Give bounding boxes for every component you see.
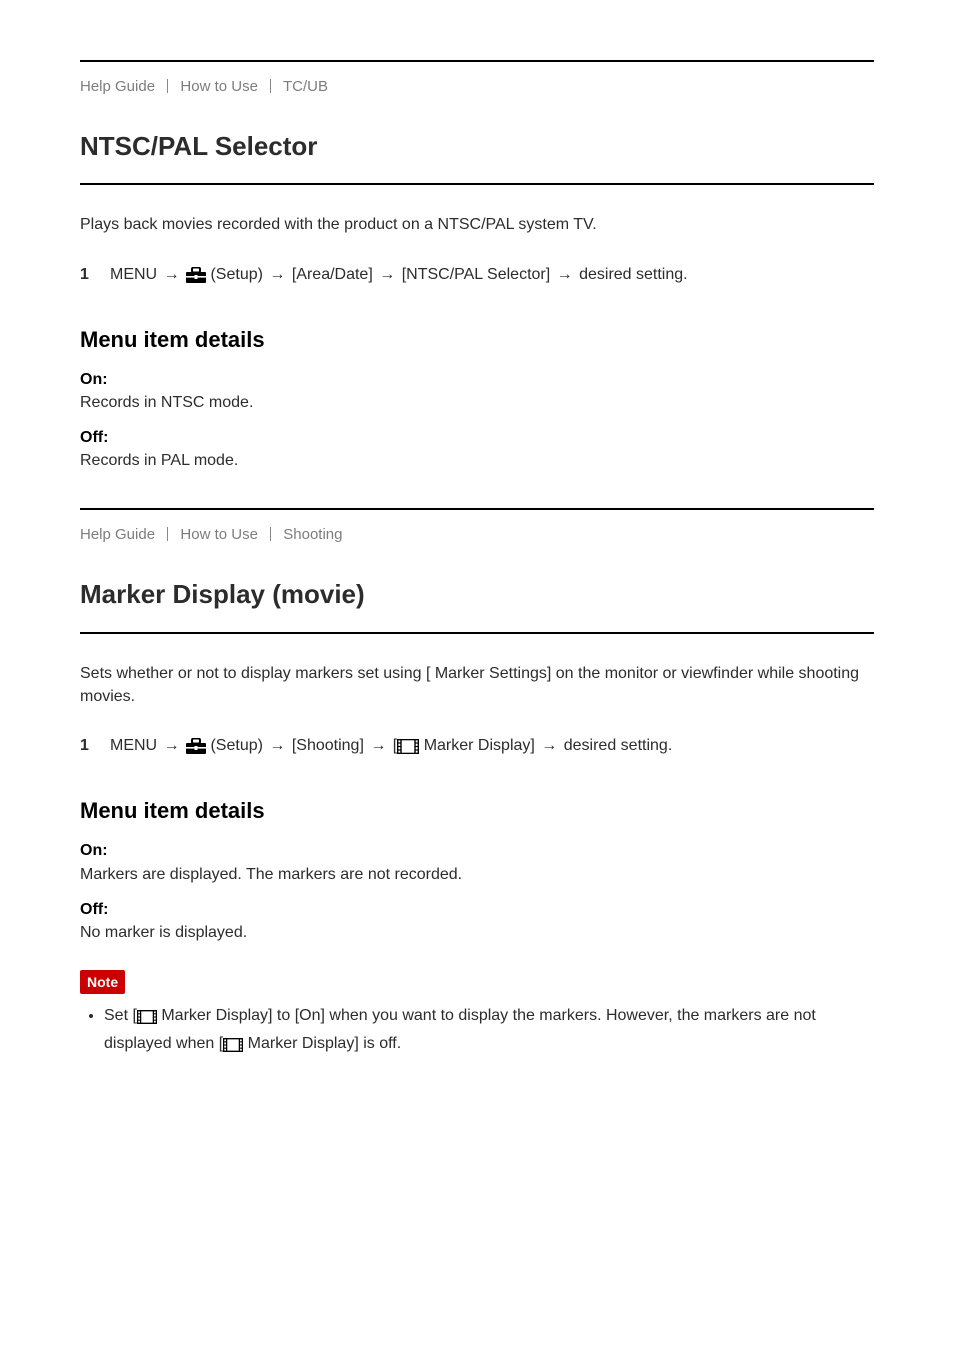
step-number: 1 xyxy=(80,734,89,757)
desired-setting-label: desired setting. xyxy=(564,737,673,754)
desc-on: Markers are displayed. The markers are n… xyxy=(80,863,874,886)
crumb-sep xyxy=(270,527,271,541)
topic-ntsc-pal: Help Guide How to Use TC/UB NTSC/PAL Sel… xyxy=(80,60,874,472)
lead-text: Sets whether or not to display markers s… xyxy=(80,662,874,708)
crumb-0: Help Guide xyxy=(80,526,155,543)
setup-label: (Setup) xyxy=(210,737,262,754)
toolbox-icon xyxy=(186,267,206,290)
note-list: Set [ Marker Display] to [On] when you w… xyxy=(80,1004,874,1058)
step-1: 1 MENU → (Setup) → [Area/Date] → [NTSC/P… xyxy=(80,263,874,290)
arrow-icon: → xyxy=(267,263,287,286)
page-title: NTSC/PAL Selector xyxy=(80,128,874,186)
marker-display-label: Marker Display] xyxy=(424,737,535,754)
movie-film-icon xyxy=(223,1036,243,1059)
arrow-icon: → xyxy=(555,263,575,286)
term-off: Off: xyxy=(80,426,874,449)
setup-label: (Setup) xyxy=(210,266,262,283)
breadcrumb: Help Guide How to Use Shooting xyxy=(80,524,874,546)
movie-film-icon xyxy=(397,738,419,761)
term-on: On: xyxy=(80,368,874,391)
arrow-icon: → xyxy=(377,263,397,286)
crumb-1: How to Use xyxy=(180,78,258,95)
menu-label: MENU xyxy=(110,266,157,283)
crumb-sep xyxy=(167,527,168,541)
crumb-1: How to Use xyxy=(180,526,258,543)
arrow-icon: → xyxy=(162,734,182,757)
breadcrumb: Help Guide How to Use TC/UB xyxy=(80,76,874,98)
desired-setting-label: desired setting. xyxy=(579,266,688,283)
note-badge: Note xyxy=(80,970,125,994)
menu-label: MENU xyxy=(110,737,157,754)
crumb-2: TC/UB xyxy=(283,78,328,95)
arrow-icon: → xyxy=(368,734,388,757)
movie-film-icon xyxy=(137,1008,157,1031)
details-heading: Menu item details xyxy=(80,324,874,356)
lead-text: Plays back movies recorded with the prod… xyxy=(80,213,874,236)
crumb-2: Shooting xyxy=(283,526,342,543)
crumb-sep xyxy=(270,79,271,93)
arrow-icon: → xyxy=(267,734,287,757)
procedure: 1 MENU → (Setup) → [Shooting] → [ xyxy=(80,734,874,761)
term-on: On: xyxy=(80,839,874,862)
area-date-label: [Area/Date] xyxy=(292,266,373,283)
shooting-label: [Shooting] xyxy=(292,737,364,754)
desc-off: Records in PAL mode. xyxy=(80,449,874,472)
procedure: 1 MENU → (Setup) → [Area/Date] → [NTSC/P… xyxy=(80,263,874,290)
arrow-icon: → xyxy=(162,263,182,286)
arrow-icon: → xyxy=(539,734,559,757)
details-heading: Menu item details xyxy=(80,795,874,827)
selector-label: [NTSC/PAL Selector] xyxy=(402,266,551,283)
toolbox-icon xyxy=(186,738,206,761)
step-1: 1 MENU → (Setup) → [Shooting] → [ xyxy=(80,734,874,761)
desc-on: Records in NTSC mode. xyxy=(80,391,874,414)
topic-marker-display: Help Guide How to Use Shooting Marker Di… xyxy=(80,508,874,1058)
note-item: Set [ Marker Display] to [On] when you w… xyxy=(104,1004,874,1058)
page-title: Marker Display (movie) xyxy=(80,576,874,634)
desc-off: No marker is displayed. xyxy=(80,921,874,944)
crumb-0: Help Guide xyxy=(80,78,155,95)
crumb-sep xyxy=(167,79,168,93)
term-off: Off: xyxy=(80,898,874,921)
step-number: 1 xyxy=(80,263,89,286)
